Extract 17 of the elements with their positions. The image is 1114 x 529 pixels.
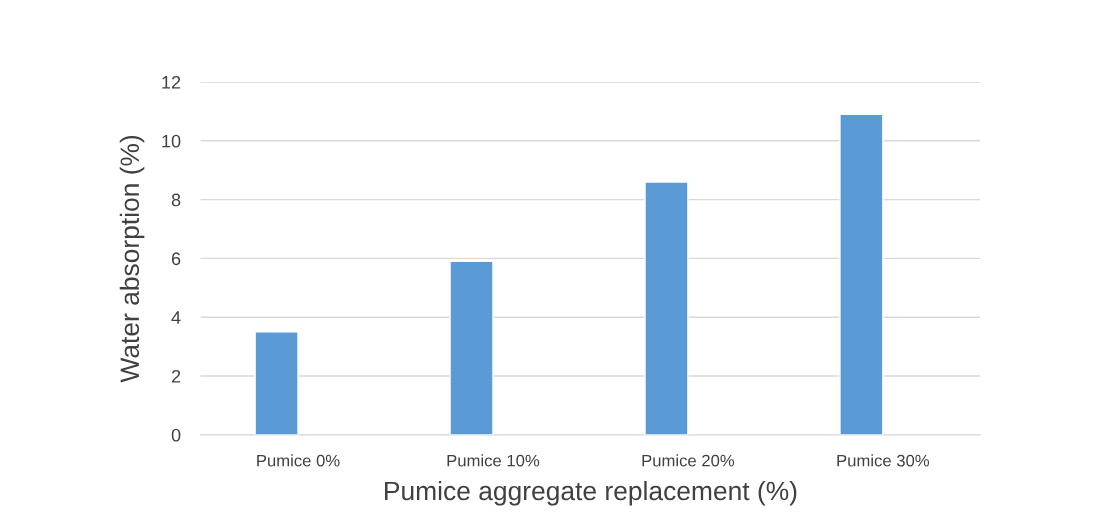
y-axis-title: Water absorption (%): [119, 135, 145, 383]
y-tick-label: 0: [171, 428, 181, 442]
bar: [839, 113, 884, 435]
x-tick-label: Pumice 20%: [642, 454, 735, 467]
y-tick-label: 8: [171, 193, 181, 207]
y-tick-label: 6: [171, 252, 181, 266]
y-tick-label: 12: [162, 75, 181, 89]
x-axis-title: Pumice aggregate replacement (%): [385, 480, 797, 506]
x-tick-label: Pumice 10%: [447, 454, 540, 467]
y-tick-label: 10: [162, 134, 181, 148]
y-tick-label: 2: [171, 369, 181, 383]
bar: [449, 260, 494, 435]
bar: [254, 331, 299, 435]
y-tick-label: 4: [171, 311, 181, 324]
x-tick-label: Pumice 30%: [837, 454, 930, 467]
bar: [644, 181, 689, 435]
x-tick-label: Pumice 0%: [257, 454, 340, 467]
